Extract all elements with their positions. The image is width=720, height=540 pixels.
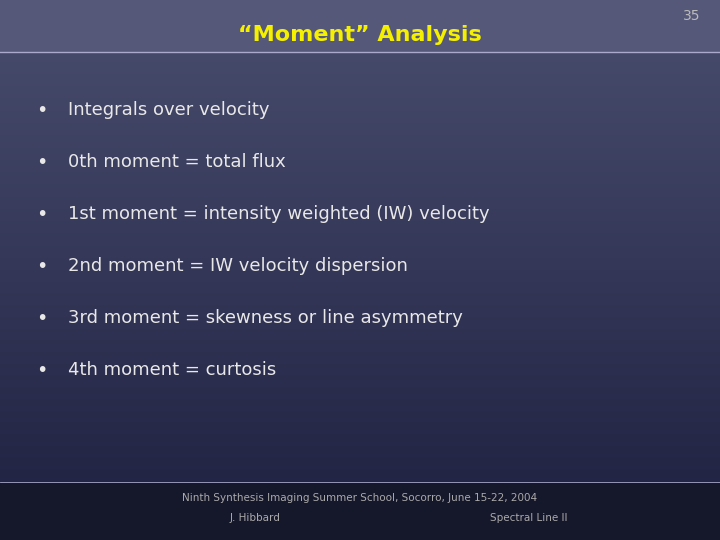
Text: 0th moment = total flux: 0th moment = total flux <box>68 153 286 171</box>
Text: Integrals over velocity: Integrals over velocity <box>68 101 269 119</box>
Text: •: • <box>36 205 48 224</box>
Text: •: • <box>36 100 48 119</box>
Text: 35: 35 <box>683 9 700 23</box>
Text: “Moment” Analysis: “Moment” Analysis <box>238 25 482 45</box>
Text: 1st moment = intensity weighted (IW) velocity: 1st moment = intensity weighted (IW) vel… <box>68 205 490 223</box>
Bar <box>0 0 720 52</box>
Text: 2nd moment = IW velocity dispersion: 2nd moment = IW velocity dispersion <box>68 257 408 275</box>
Text: •: • <box>36 256 48 275</box>
Text: •: • <box>36 152 48 172</box>
Text: •: • <box>36 308 48 327</box>
Text: J. Hibbard: J. Hibbard <box>230 513 281 523</box>
Text: 3rd moment = skewness or line asymmetry: 3rd moment = skewness or line asymmetry <box>68 309 463 327</box>
Text: 4th moment = curtosis: 4th moment = curtosis <box>68 361 276 379</box>
Text: Ninth Synthesis Imaging Summer School, Socorro, June 15-22, 2004: Ninth Synthesis Imaging Summer School, S… <box>182 493 538 503</box>
Text: •: • <box>36 361 48 380</box>
Bar <box>0 482 720 540</box>
Text: Spectral Line II: Spectral Line II <box>490 513 567 523</box>
